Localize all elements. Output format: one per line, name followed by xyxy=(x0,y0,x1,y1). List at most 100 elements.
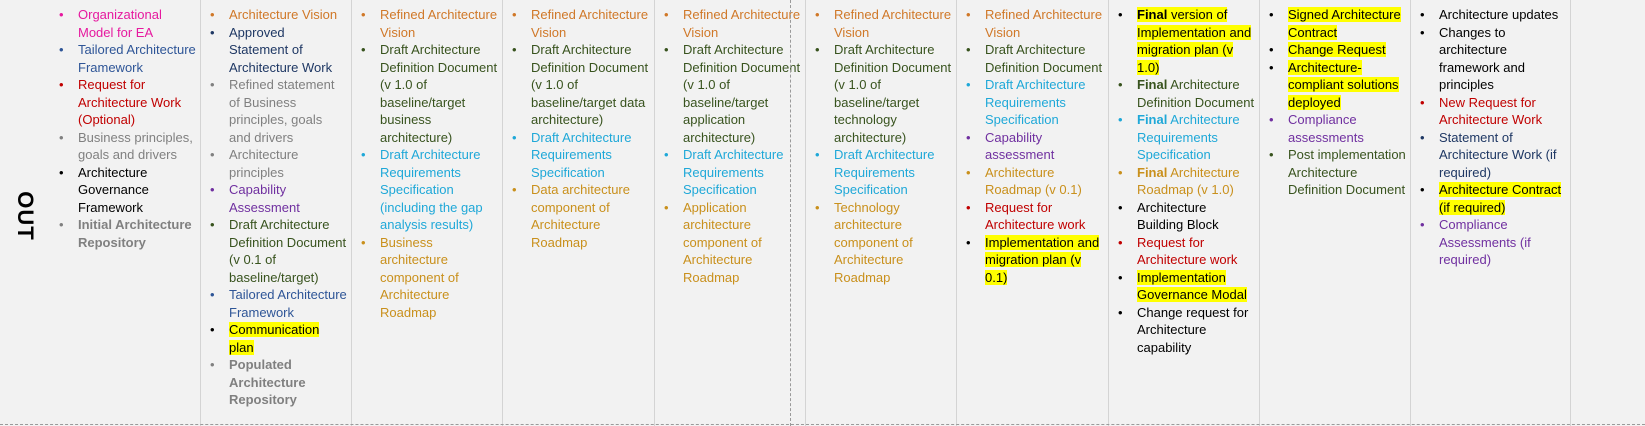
deliverable-label: Tailored Architecture Framework xyxy=(78,42,196,75)
deliverable-prefix: Final xyxy=(1137,77,1168,92)
deliverable-text: Architecture Roadmap (v 0.1) xyxy=(985,165,1082,198)
deliverable-text: Draft Architecture Definition Document xyxy=(985,42,1102,75)
deliverable-text: Refined Architecture Vision xyxy=(834,7,951,40)
deliverable-label: Initial Architecture Repository xyxy=(78,217,192,250)
deliverable-item: Tailored Architecture Framework xyxy=(59,41,196,76)
deliverable-list: Refined Architecture VisionDraft Archite… xyxy=(655,0,805,286)
deliverable-text: Draft Architecture Requirements Specific… xyxy=(985,77,1085,127)
deliverable-label: Technology architecture component of Arc… xyxy=(834,199,913,285)
deliverable-item: Compliance assessments xyxy=(1269,111,1406,146)
deliverable-item: Draft Architecture Definition Document (… xyxy=(815,41,952,146)
deliverable-item: Refined statement of Business principles… xyxy=(210,76,347,146)
deliverable-text: Refined Architecture Vision xyxy=(683,7,800,40)
deliverable-text: Tailored Architecture Framework xyxy=(78,42,196,75)
deliverable-item: Capability Assessment xyxy=(210,181,347,216)
phase-column-9: Signed Architecture Contract Change Reque… xyxy=(1260,0,1411,426)
deliverable-text: Draft Architecture Definition Document (… xyxy=(380,42,497,145)
deliverable-label: Refined Architecture Vision xyxy=(531,7,649,40)
deliverable-text: Architecture updates xyxy=(1439,7,1558,22)
deliverable-label: Compliance assessments xyxy=(1288,112,1364,145)
deliverable-label: version of Implementation and migration … xyxy=(1137,7,1252,75)
deliverable-item: Populated Architecture Repository xyxy=(210,356,347,409)
deliverable-item: Statement of Architecture Work (if requi… xyxy=(1420,129,1566,182)
deliverable-label: Statement of Architecture Work (if requi… xyxy=(1439,129,1557,180)
phase-column-10: Architecture updates Changes to architect… xyxy=(1411,0,1571,426)
deliverable-text: Refined Architecture Vision xyxy=(380,7,497,40)
deliverable-text: Request for Architecture Work (Optional) xyxy=(78,77,181,127)
deliverable-item: Draft Architecture Definition Document xyxy=(966,41,1104,76)
deliverable-item: Implementation and migration plan (v 0.1… xyxy=(966,234,1104,287)
deliverable-item: Business architecture component of Archi… xyxy=(361,234,498,322)
deliverable-text: Change Request xyxy=(1288,42,1386,57)
deliverable-item: Draft Architecture Requirements Specific… xyxy=(512,129,650,182)
deliverable-text: Implementation and migration plan (v 0.1… xyxy=(985,234,1100,285)
deliverable-item: Tailored Architecture Framework xyxy=(210,286,347,321)
deliverable-text: Technology architecture component of Arc… xyxy=(834,200,913,285)
deliverable-item: Technology architecture component of Arc… xyxy=(815,199,952,287)
deliverable-text: Final version of Implementation and migr… xyxy=(1137,7,1252,75)
deliverable-item: Final Architecture Roadmap (v 1.0) xyxy=(1118,164,1255,199)
deliverable-item: Architecture Governance Framework xyxy=(59,164,196,217)
phase-column-7: Refined Architecture VisionDraft Archite… xyxy=(957,0,1109,426)
deliverable-text: Request for Architecture work xyxy=(1137,235,1237,268)
deliverable-label: Business principles, goals and drivers xyxy=(78,129,193,163)
deliverable-item: Changes to architecture framework and pr… xyxy=(1420,24,1566,94)
deliverable-text: Refined statement of Business principles… xyxy=(229,77,335,145)
deliverable-label: Capability assessment xyxy=(985,129,1055,163)
deliverable-text: Final Architecture Roadmap (v 1.0) xyxy=(1137,165,1240,198)
deliverable-label: Refined Architecture Vision xyxy=(380,7,498,40)
deliverable-label: Architecture Roadmap (v 1.0) xyxy=(1137,164,1240,198)
deliverable-prefix: Final xyxy=(1137,112,1168,127)
deliverable-text: Compliance assessments xyxy=(1288,112,1364,145)
deliverable-label: New Request for Architecture Work xyxy=(1439,94,1543,128)
deliverable-item: Draft Architecture Definition Document (… xyxy=(664,41,801,146)
deliverable-item: Request for Architecture work xyxy=(1118,234,1255,269)
deliverable-label: Organizational Model for EA xyxy=(78,7,162,40)
deliverable-text: Business architecture component of Archi… xyxy=(380,235,459,320)
deliverable-list: Architecture updates Changes to architect… xyxy=(1411,0,1570,269)
deliverable-text: Approved Statement of Architecture Work xyxy=(229,25,332,75)
deliverable-item: Draft Architecture Definition Document (… xyxy=(512,41,650,129)
deliverable-label: Implementation Governance Modal xyxy=(1137,269,1247,303)
deliverable-item: Business principles, goals and drivers xyxy=(59,129,196,164)
deliverable-item: Draft Architecture Requirements Specific… xyxy=(664,146,801,199)
deliverable-label: Draft Architecture Definition Document (… xyxy=(531,42,649,127)
row-label-cell: OUT xyxy=(0,0,51,426)
deliverable-label: Architecture Vision xyxy=(229,7,338,22)
deliverable-item: Implementation Governance Modal xyxy=(1118,269,1255,304)
deliverable-item: Capability assessment xyxy=(966,129,1104,164)
deliverable-item: Post implementation Architecture Definit… xyxy=(1269,146,1406,199)
dashed-horizontal-guide xyxy=(0,424,1645,425)
deliverable-item: Change Request xyxy=(1269,41,1406,59)
deliverable-label: Signed Architecture Contract xyxy=(1288,7,1401,40)
deliverable-item: Final version of Implementation and migr… xyxy=(1118,6,1255,76)
deliverable-item: Refined Architecture Vision xyxy=(815,6,952,41)
deliverable-item: Approved Statement of Architecture Work xyxy=(210,24,347,77)
deliverable-label: Tailored Architecture Framework xyxy=(229,287,347,320)
deliverable-label: Draft Architecture Definition Document (… xyxy=(683,42,801,145)
dashed-vertical-guide xyxy=(790,0,791,426)
deliverable-text: Draft Architecture Definition Document (… xyxy=(683,42,800,145)
deliverable-text: Architecture Governance Framework xyxy=(78,165,149,215)
deliverable-label: Architecture-compliant solutions deploye… xyxy=(1288,59,1399,110)
deliverable-item: Draft Architecture Definition Document (… xyxy=(361,41,498,146)
deliverable-text: Capability assessment xyxy=(985,130,1054,163)
deliverable-label: Refined statement of Business principles… xyxy=(229,77,335,145)
deliverable-text: Organizational Model for EA xyxy=(78,7,162,40)
deliverable-text: Data architecture component of Architect… xyxy=(531,182,630,250)
deliverable-item: Architecture Vision xyxy=(210,6,347,24)
deliverable-label: Architecture Contract (if required) xyxy=(1439,182,1562,215)
deliverable-text: Tailored Architecture Framework xyxy=(229,287,347,320)
phase-column-5: Refined Architecture VisionDraft Archite… xyxy=(655,0,806,426)
deliverable-text: Business principles, goals and drivers xyxy=(78,130,193,163)
deliverable-list: Refined Architecture VisionDraft Archite… xyxy=(806,0,956,286)
deliverable-text: Statement of Architecture Work (if requi… xyxy=(1439,130,1557,180)
deliverable-item: Initial Architecture Repository xyxy=(59,216,196,251)
deliverable-text: Draft Architecture Requirements Specific… xyxy=(531,130,631,180)
deliverable-text: Populated Architecture Repository xyxy=(229,357,306,407)
deliverable-item: Final Architecture Requirements Specific… xyxy=(1118,111,1255,164)
phase-column-4: Refined Architecture VisionDraft Archite… xyxy=(503,0,655,426)
deliverable-list: Organizational Model for EATailored Arch… xyxy=(50,0,200,251)
deliverable-label: Populated Architecture Repository xyxy=(229,357,306,407)
deliverable-label: Architecture Governance Framework xyxy=(78,164,149,215)
